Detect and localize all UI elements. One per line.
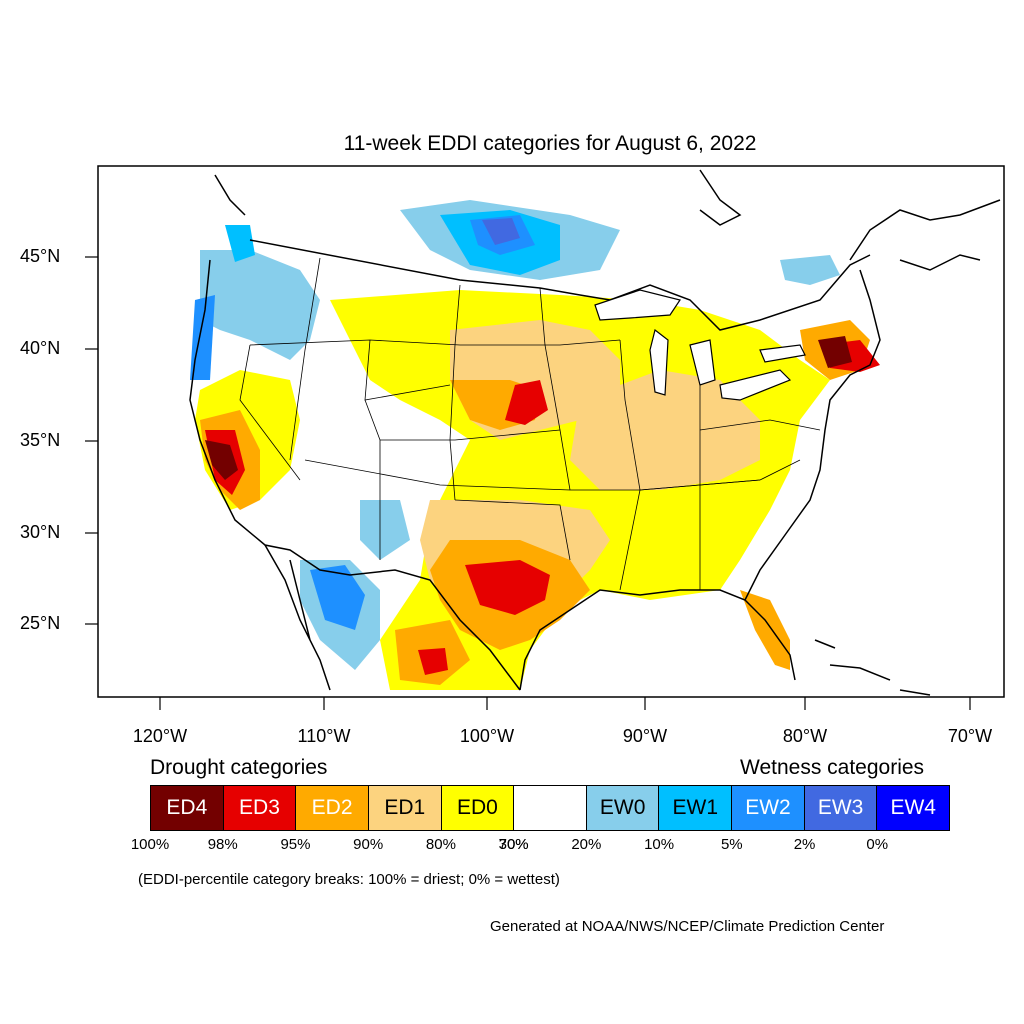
legend-box-ew2: EW2 <box>732 786 805 830</box>
percentile-label: 90% <box>353 836 384 853</box>
drought-heading: Drought categories <box>150 756 328 779</box>
ew3-montana <box>482 218 520 245</box>
percentile-label: 2% <box>793 836 816 853</box>
percentile-label: 5% <box>720 836 743 853</box>
legend-bar: ED4 ED3 ED2 ED1 ED0 EW0 EW1 EW2 EW3 EW4 <box>150 785 950 831</box>
legend-box-ed0: ED0 <box>441 786 515 830</box>
legend-box-ed1: ED1 <box>368 786 442 830</box>
lon-label-70w: 70°W <box>947 726 993 746</box>
ed3-mexico <box>418 648 448 675</box>
percentile-label: 80% <box>425 836 456 853</box>
ew2-oregon-coast <box>190 295 215 380</box>
ed3-kansas <box>505 380 548 425</box>
gulf-coast <box>519 269 881 691</box>
lon-label-120w: 120°W <box>132 726 188 746</box>
map-frame <box>97 165 1005 698</box>
percentile-label: 70% <box>498 836 529 853</box>
percentile-label: 0% <box>866 836 889 853</box>
footnote: (EDDI-percentile category breaks: 100% =… <box>138 871 560 888</box>
legend-box-ew1: EW1 <box>659 786 733 830</box>
lat-label-45: 45°N <box>20 246 61 266</box>
ew0-colorado <box>360 500 410 560</box>
ew0-maine <box>780 255 840 285</box>
ew2-southwest <box>310 565 365 630</box>
us-border <box>189 239 871 691</box>
legend-box-ew0: EW0 <box>586 786 660 830</box>
percentile-label: 10% <box>644 836 675 853</box>
map-title: 11-week EDDI categories for August 6, 20… <box>343 132 757 155</box>
lat-label-35: 35°N <box>20 430 61 450</box>
legend-box-ed2: ED2 <box>296 786 369 830</box>
ed3-texas <box>465 560 550 615</box>
ew1-washington <box>225 225 255 262</box>
lat-label-25: 25°N <box>20 613 61 633</box>
percentile-label: 95% <box>280 836 311 853</box>
credit: Generated at NOAA/NWS/NCEP/Climate Predi… <box>490 918 885 935</box>
percentile-label: 20% <box>571 836 602 853</box>
lat-label-40: 40°N <box>20 338 61 358</box>
ed4-california <box>205 440 238 480</box>
ed1-midwest <box>570 370 760 490</box>
caribbean-islands <box>814 639 931 696</box>
lon-label-110w: 110°W <box>297 726 351 746</box>
legend-box-ew4: EW4 <box>877 786 950 830</box>
baja-coast <box>264 544 331 691</box>
great-lakes <box>594 289 806 401</box>
lon-label-80w: 80°W <box>782 726 828 746</box>
wetness-heading: Wetness categories <box>740 756 925 779</box>
percentile-label: 98% <box>207 836 238 853</box>
ew0-northwest <box>200 250 320 360</box>
lon-label-90w: 90°W <box>622 726 668 746</box>
legend-box-ed3: ED3 <box>223 786 297 830</box>
lat-label-30: 30°N <box>20 522 61 542</box>
state-boundaries <box>239 257 821 591</box>
canada-coast <box>214 169 1001 271</box>
percentile-label: 30% <box>498 836 529 853</box>
lat-ticks <box>85 256 98 625</box>
lon-ticks <box>159 697 971 710</box>
percentile-label: 100% <box>130 836 170 853</box>
legend-box-ew3: EW3 <box>804 786 878 830</box>
legend-box-neutral <box>514 786 587 830</box>
ed2-florida <box>740 590 790 670</box>
legend-box-ed4: ED4 <box>151 786 224 830</box>
lon-label-100w: 100°W <box>459 726 515 746</box>
ed4-northeast <box>818 336 852 368</box>
